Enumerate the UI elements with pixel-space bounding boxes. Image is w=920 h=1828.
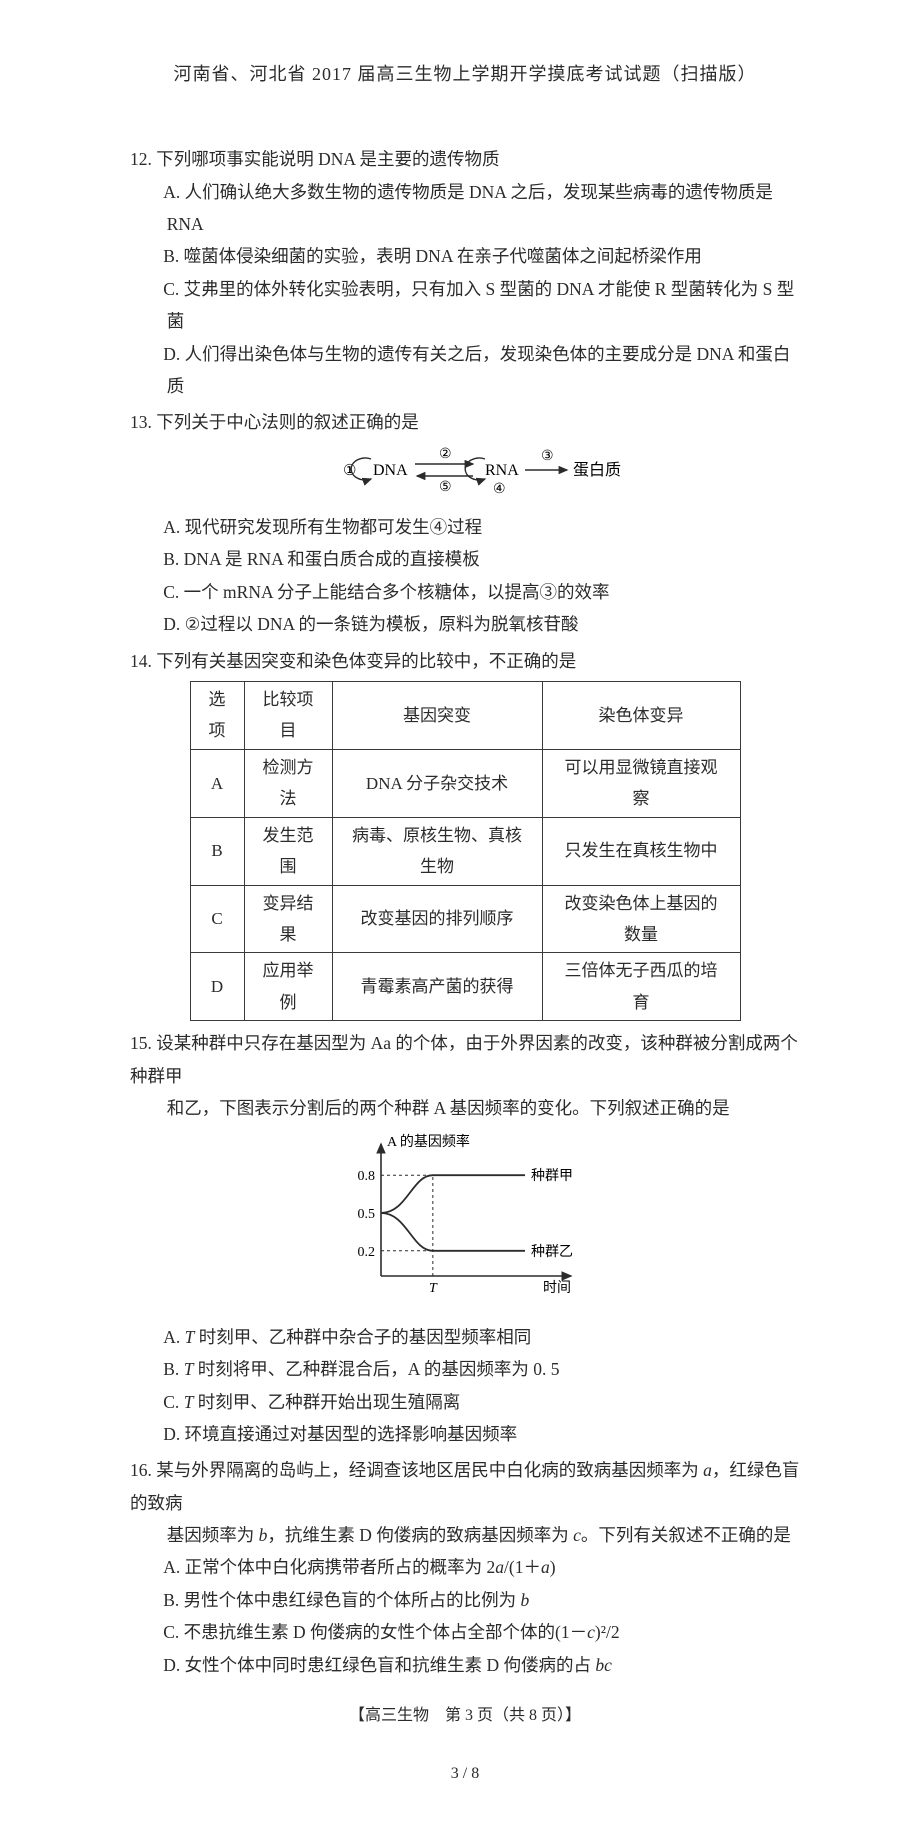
cell: 发生范围 <box>244 817 332 885</box>
svg-text:0.8: 0.8 <box>358 1170 376 1185</box>
q16-stem-line2: 基因频率为 b，抗维生素 D 佝偻病的致病基因频率为 c。下列有关叙述不正确的是 <box>130 1519 800 1551</box>
q13-option-d: D. ②过程以 DNA 的一条链为模板，原料为脱氧核苷酸 <box>130 608 800 640</box>
question-15: 15. 设某种群中只存在基因型为 Aa 的个体，由于外界因素的改变，该种群被分割… <box>130 1027 800 1450</box>
cell: C <box>190 885 244 953</box>
table-row: B 发生范围 病毒、原核生物、真核生物 只发生在真核生物中 <box>190 817 740 885</box>
cell: A <box>190 749 244 817</box>
table-row: D 应用举例 青霉素高产菌的获得 三倍体无子西瓜的培育 <box>190 953 740 1021</box>
th-option: 选项 <box>190 681 244 749</box>
table-row: A 检测方法 DNA 分子杂交技术 可以用显微镜直接观察 <box>190 749 740 817</box>
cell: 只发生在真核生物中 <box>542 817 740 885</box>
q13-option-c: C. 一个 mRNA 分子上能结合多个核糖体，以提高③的效率 <box>130 576 800 608</box>
node-protein: 蛋白质 <box>573 461 621 479</box>
svg-text:时间: 时间 <box>543 1280 571 1296</box>
cell: 检测方法 <box>244 749 332 817</box>
svg-text:T: T <box>429 1281 438 1296</box>
q12-option-a: A. 人们确认绝大多数生物的遗传物质是 DNA 之后，发现某些病毒的遗传物质是 … <box>130 176 800 241</box>
q14-stem: 14. 下列有关基因突变和染色体变异的比较中，不正确的是 <box>130 645 800 677</box>
q12-option-d: D. 人们得出染色体与生物的遗传有关之后，发现染色体的主要成分是 DNA 和蛋白… <box>130 338 800 403</box>
q15-stem-line2: 和乙，下图表示分割后的两个种群 A 基因频率的变化。下列叙述正确的是 <box>130 1092 800 1124</box>
q15-option-a: A. T 时刻甲、乙种群中杂合子的基因型频率相同 <box>130 1321 800 1353</box>
q13-stem: 13. 下列关于中心法则的叙述正确的是 <box>130 406 800 438</box>
q15-stem-line1: 15. 设某种群中只存在基因型为 Aa 的个体，由于外界因素的改变，该种群被分割… <box>130 1027 800 1092</box>
q16-option-d: D. 女性个体中同时患红绿色盲和抗维生素 D 佝偻病的占 bc <box>130 1649 800 1681</box>
svg-text:种群乙: 种群乙 <box>531 1244 573 1260</box>
q12-option-b: B. 噬菌体侵染细菌的实验，表明 DNA 在亲子代噬菌体之间起桥梁作用 <box>130 240 800 272</box>
exam-page: 河南省、河北省 2017 届高三生物上学期开学摸底考试试题（扫描版） 12. 下… <box>0 0 920 1828</box>
q15-option-c: C. T 时刻甲、乙种群开始出现生殖隔离 <box>130 1386 800 1418</box>
node-dna: DNA <box>373 462 408 479</box>
question-12: 12. 下列哪项事实能说明 DNA 是主要的遗传物质 A. 人们确认绝大多数生物… <box>130 143 800 402</box>
cell: 应用举例 <box>244 953 332 1021</box>
q15-option-d: D. 环境直接通过对基因型的选择影响基因频率 <box>130 1418 800 1450</box>
q16-option-c: C. 不患抗维生素 D 佝偻病的女性个体占全部个体的(1－c)²/2 <box>130 1616 800 1648</box>
cell: DNA 分子杂交技术 <box>332 749 542 817</box>
label-3: ③ <box>541 449 554 464</box>
central-dogma-diagram: ① DNA ② ⑤ RNA ④ ③ 蛋白质 <box>130 445 800 505</box>
q16-option-b: B. 男性个体中患红绿色盲的个体所占的比例为 b <box>130 1584 800 1616</box>
inner-page-footer: 【高三生物 第 3 页（共 8 页）】 <box>130 1701 800 1731</box>
svg-text:0.2: 0.2 <box>358 1245 376 1260</box>
q12-stem: 12. 下列哪项事实能说明 DNA 是主要的遗传物质 <box>130 143 800 175</box>
q16-stem-line1: 16. 某与外界隔离的岛屿上，经调查该地区居民中白化病的致病基因频率为 a，红绿… <box>130 1454 800 1519</box>
question-14: 14. 下列有关基因突变和染色体变异的比较中，不正确的是 选项 比较项目 基因突… <box>130 645 800 1022</box>
node-rna: RNA <box>485 462 519 479</box>
q13-option-b: B. DNA 是 RNA 和蛋白质合成的直接模板 <box>130 543 800 575</box>
svg-text:A 的基因频率: A 的基因频率 <box>387 1133 470 1150</box>
q14-table: 选项 比较项目 基因突变 染色体变异 A 检测方法 DNA 分子杂交技术 可以用… <box>190 681 741 1021</box>
th-chrom: 染色体变异 <box>542 681 740 749</box>
outer-page-footer: 3 / 8 <box>130 1759 800 1789</box>
q15-option-b: B. T 时刻将甲、乙种群混合后，A 的基因频率为 0. 5 <box>130 1353 800 1385</box>
th-item: 比较项目 <box>244 681 332 749</box>
question-16: 16. 某与外界隔离的岛屿上，经调查该地区居民中白化病的致病基因频率为 a，红绿… <box>130 1454 800 1681</box>
svg-text:0.5: 0.5 <box>358 1207 376 1222</box>
table-header-row: 选项 比较项目 基因突变 染色体变异 <box>190 681 740 749</box>
table-row: C 变异结果 改变基因的排列顺序 改变染色体上基因的数量 <box>190 885 740 953</box>
th-mutation: 基因突变 <box>332 681 542 749</box>
q16-option-a: A. 正常个体中白化病携带者所占的概率为 2a/(1＋a) <box>130 1551 800 1583</box>
cell: 改变染色体上基因的数量 <box>542 885 740 953</box>
cell: D <box>190 953 244 1021</box>
document-title: 河南省、河北省 2017 届高三生物上学期开学摸底考试试题（扫描版） <box>130 58 800 91</box>
cell: 可以用显微镜直接观察 <box>542 749 740 817</box>
cell: 改变基因的排列顺序 <box>332 885 542 953</box>
question-13: 13. 下列关于中心法则的叙述正确的是 ① DNA ② ⑤ <box>130 406 800 640</box>
q13-option-a: A. 现代研究发现所有生物都可发生④过程 <box>130 511 800 543</box>
label-5: ⑤ <box>439 480 452 495</box>
cell: B <box>190 817 244 885</box>
cell: 变异结果 <box>244 885 332 953</box>
label-2: ② <box>439 447 452 462</box>
q12-option-c: C. 艾弗里的体外转化实验表明，只有加入 S 型菌的 DNA 才能使 R 型菌转… <box>130 273 800 338</box>
svg-text:种群甲: 种群甲 <box>531 1169 573 1185</box>
label-4: ④ <box>493 482 506 495</box>
cell: 病毒、原核生物、真核生物 <box>332 817 542 885</box>
q15-chart: 0.2 0.5 0.8 A 的基因频率 T 时间 种群甲种群乙 <box>130 1132 800 1312</box>
cell: 三倍体无子西瓜的培育 <box>542 953 740 1021</box>
cell: 青霉素高产菌的获得 <box>332 953 542 1021</box>
